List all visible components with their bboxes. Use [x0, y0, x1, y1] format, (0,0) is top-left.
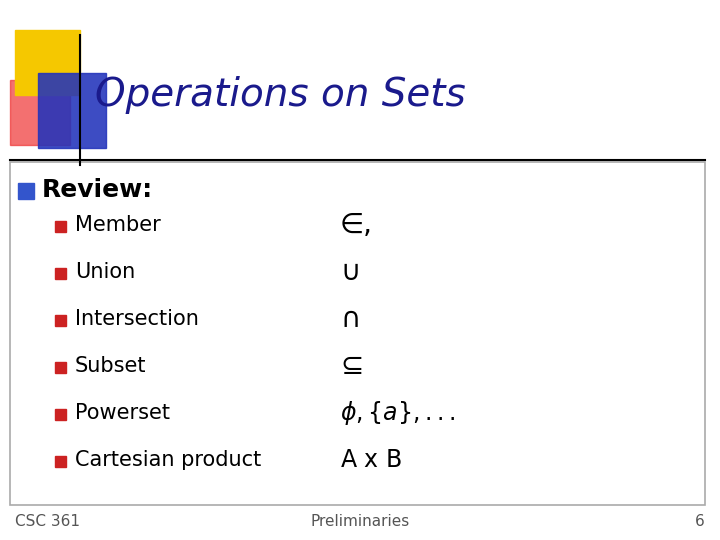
- Text: Powerset: Powerset: [75, 403, 170, 423]
- Text: Preliminaries: Preliminaries: [310, 515, 410, 530]
- Bar: [55, 456, 66, 467]
- Text: Subset: Subset: [75, 356, 146, 376]
- Text: $\mathrm{A\ x\ B}$: $\mathrm{A\ x\ B}$: [340, 448, 402, 472]
- Bar: [55, 409, 66, 420]
- Text: Operations on Sets: Operations on Sets: [95, 76, 466, 114]
- Text: Intersection: Intersection: [75, 309, 199, 329]
- Text: ${\phi,\{a\},...}$: ${\phi,\{a\},...}$: [340, 399, 456, 427]
- Text: Member: Member: [75, 215, 161, 235]
- Text: Review:: Review:: [42, 178, 153, 202]
- Text: 6: 6: [696, 515, 705, 530]
- Text: ⊆: ⊆: [340, 352, 364, 380]
- Text: ∪: ∪: [340, 258, 360, 286]
- Text: CSC 361: CSC 361: [15, 515, 80, 530]
- Bar: [55, 315, 66, 326]
- Text: Union: Union: [75, 262, 135, 282]
- Bar: [18, 183, 34, 199]
- Text: ∈,: ∈,: [340, 211, 373, 239]
- Text: Cartesian product: Cartesian product: [75, 450, 261, 470]
- Bar: [55, 268, 66, 279]
- Text: ∩: ∩: [340, 305, 360, 333]
- Bar: [10, 162, 705, 505]
- Bar: [10, 80, 70, 145]
- Bar: [55, 362, 66, 373]
- Bar: [55, 221, 66, 232]
- Bar: [38, 73, 106, 148]
- Bar: [15, 30, 80, 95]
